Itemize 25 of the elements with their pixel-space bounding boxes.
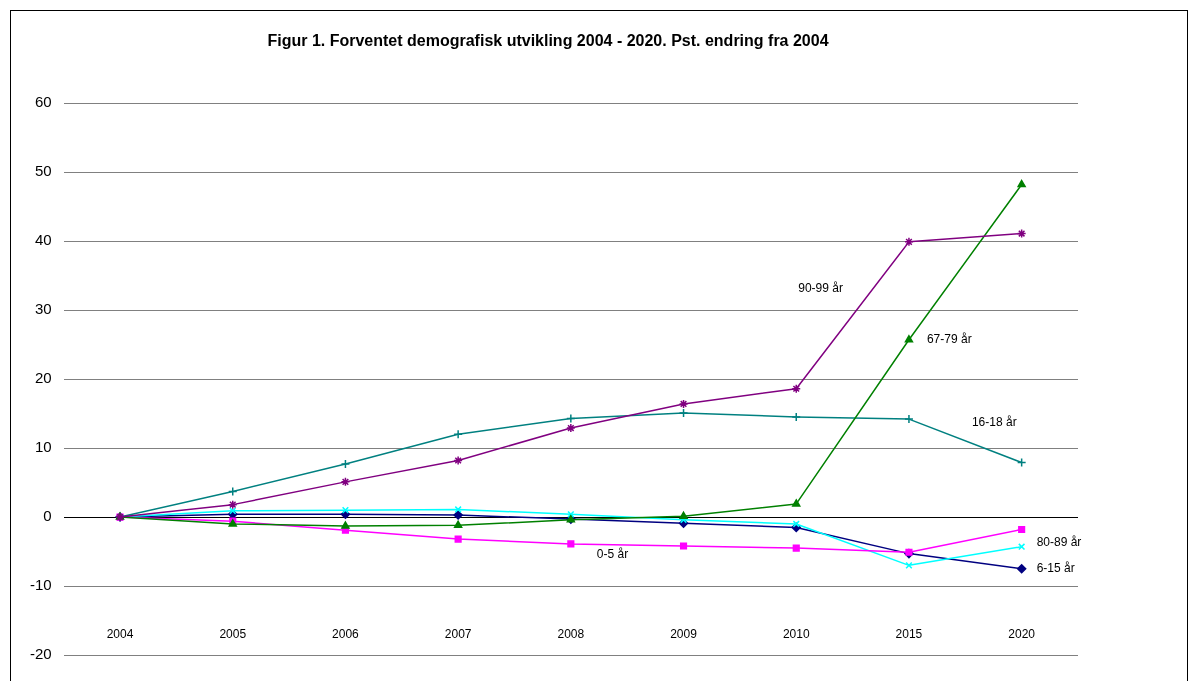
x-tick-label: 2020 <box>1008 626 1036 641</box>
series-label: 67-79 år <box>926 332 972 347</box>
series-label: 80-89 år <box>1036 535 1082 550</box>
x-tick-label: 2006 <box>332 626 360 641</box>
chart-title: Figur 1. Forventet demografisk utvikling 2004 - 2020. Pst. endring fra 2004 <box>267 32 829 50</box>
x-tick-label: 2004 <box>106 626 134 641</box>
x-tick-label: 2009 <box>670 626 698 641</box>
x-tick-label: 2010 <box>782 626 810 641</box>
y-tick-label: 0 <box>43 507 52 525</box>
y-tick-label: -20 <box>29 645 52 663</box>
x-tick-label: 2008 <box>557 626 585 641</box>
series-label: 0-5 år <box>596 547 629 562</box>
series-label: 90-99 år <box>798 281 843 296</box>
y-tick-label: 50 <box>34 162 52 180</box>
y-tick-label: 20 <box>34 369 52 387</box>
y-tick-label: 60 <box>34 93 52 111</box>
series-label: 16-18 år <box>971 415 1017 430</box>
y-tick-label: 40 <box>34 231 52 249</box>
y-tick-label: 30 <box>34 300 52 318</box>
series-label: 6-15 år <box>1036 561 1075 576</box>
x-tick-label: 2007 <box>444 626 472 641</box>
y-tick-label: -10 <box>29 576 52 594</box>
y-tick-label: 10 <box>34 438 52 456</box>
x-tick-label: 2015 <box>895 626 923 641</box>
x-tick-label: 2005 <box>219 626 247 641</box>
